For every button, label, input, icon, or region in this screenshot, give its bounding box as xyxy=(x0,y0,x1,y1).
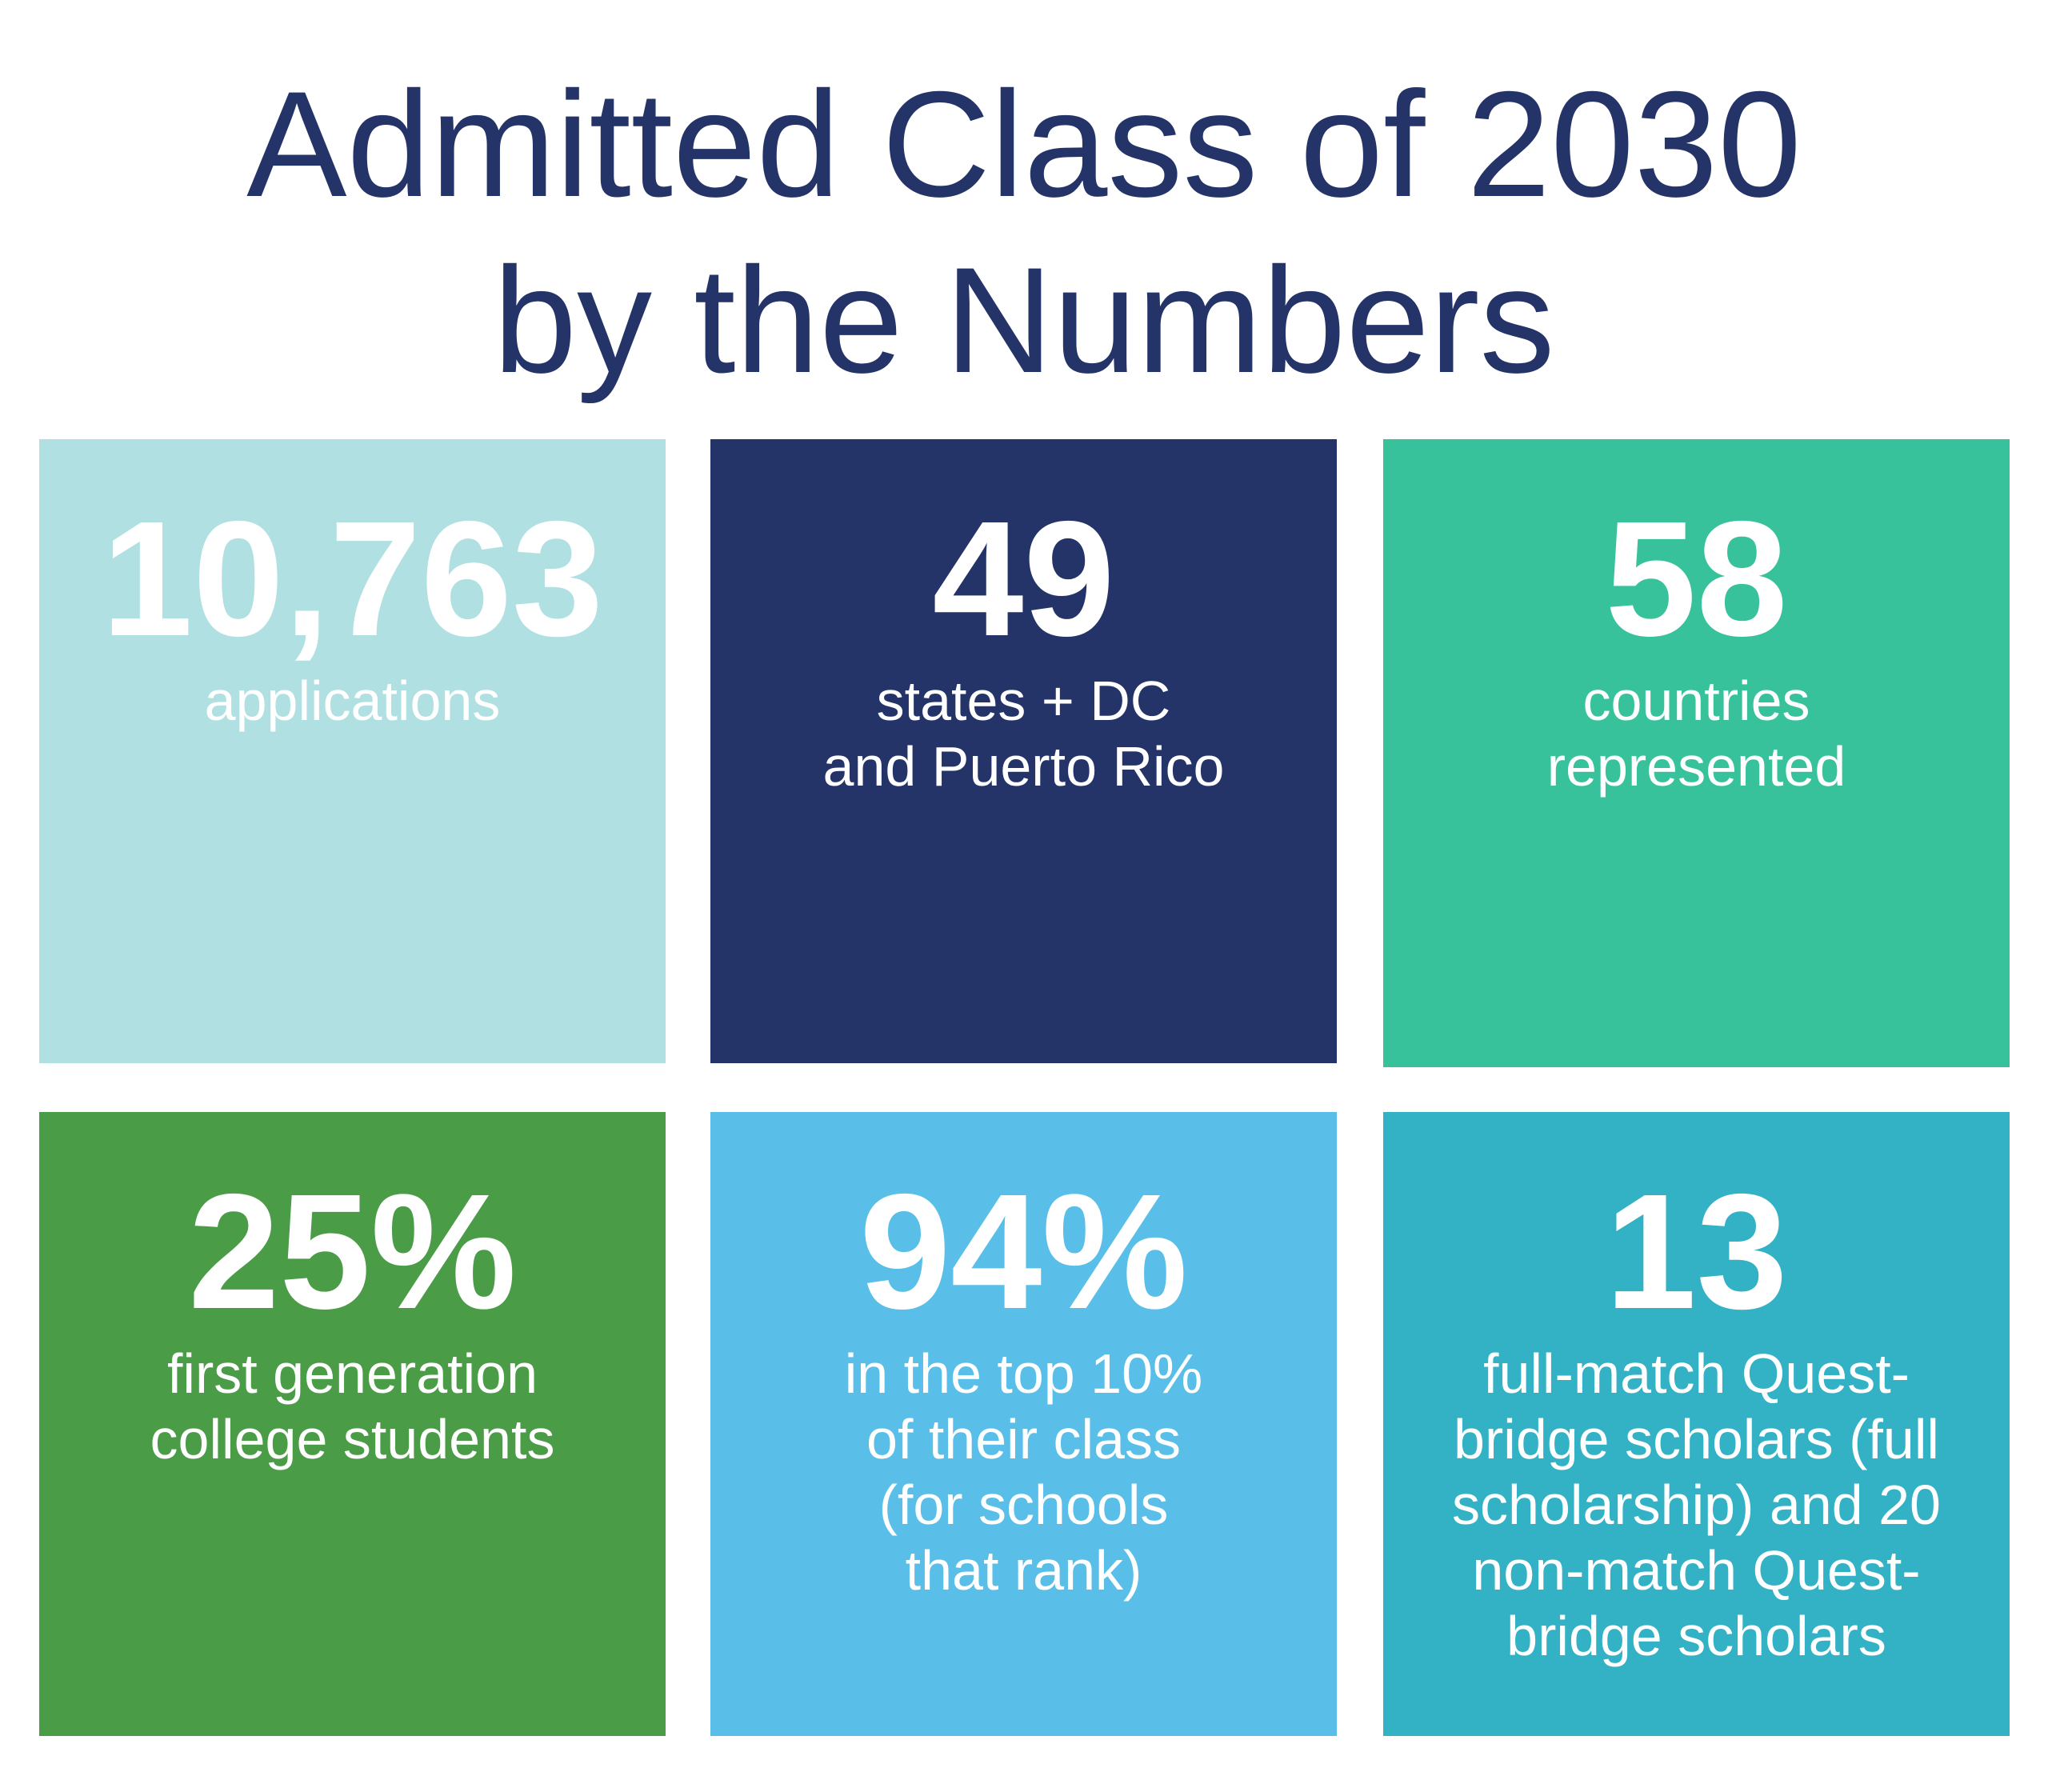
description-line: non-match Quest- xyxy=(1472,1539,1921,1602)
description-line: and Puerto Rico xyxy=(822,735,1225,798)
stat-number: 49 xyxy=(932,487,1115,670)
description-line: states + DC xyxy=(876,670,1171,732)
stat-number: 25% xyxy=(188,1160,517,1343)
description-line: in the top 10% xyxy=(844,1342,1203,1405)
stat-tile: 49 states + DC and Puerto Rico xyxy=(710,439,1337,1063)
stat-description: applications xyxy=(39,668,666,734)
description-line: scholarship) and 20 xyxy=(1452,1474,1941,1536)
title-line: by the Numbers xyxy=(493,236,1555,404)
stat-number: 10,763 xyxy=(101,487,603,670)
description-line: represented xyxy=(1546,735,1846,798)
description-line: that rank) xyxy=(905,1539,1142,1602)
stat-description: full-match Quest-bridge scholars (full sc… xyxy=(1383,1341,2010,1669)
title: Admitted Class of 2030 by the Numbers xyxy=(0,56,2048,408)
description-line: full-match Quest- xyxy=(1483,1342,1910,1405)
description-line: college students xyxy=(150,1408,555,1470)
stat-tile: 13 full-match Quest-bridge scholars (full… xyxy=(1383,1112,2010,1736)
description-line: of their class xyxy=(866,1408,1181,1470)
stat-tile: 25% first generation college students xyxy=(39,1112,666,1736)
stat-number: 58 xyxy=(1605,487,1788,670)
description-line: bridge scholars (full xyxy=(1454,1408,1939,1470)
stat-tile: 10,763 applications xyxy=(39,439,666,1063)
stat-description: in the top 10% of their class (for schools… xyxy=(710,1341,1337,1603)
description-line: countries xyxy=(1582,670,1810,732)
description-line: applications xyxy=(204,670,501,732)
stat-description: states + DC and Puerto Rico xyxy=(710,668,1337,799)
stat-tile: 58 countries represented xyxy=(1383,439,2010,1067)
stat-description: first generation college students xyxy=(39,1341,666,1472)
stat-description: countries represented xyxy=(1383,668,2010,799)
description-line: (for schools xyxy=(878,1474,1169,1536)
stat-number: 13 xyxy=(1605,1160,1788,1343)
stat-number: 94% xyxy=(859,1160,1188,1343)
title-line: Admitted Class of 2030 xyxy=(246,60,1802,228)
stat-tile: 94% in the top 10% of their class (for scho… xyxy=(710,1112,1337,1736)
description-line: bridge scholars xyxy=(1506,1605,1886,1667)
description-line: first generation xyxy=(166,1342,538,1405)
